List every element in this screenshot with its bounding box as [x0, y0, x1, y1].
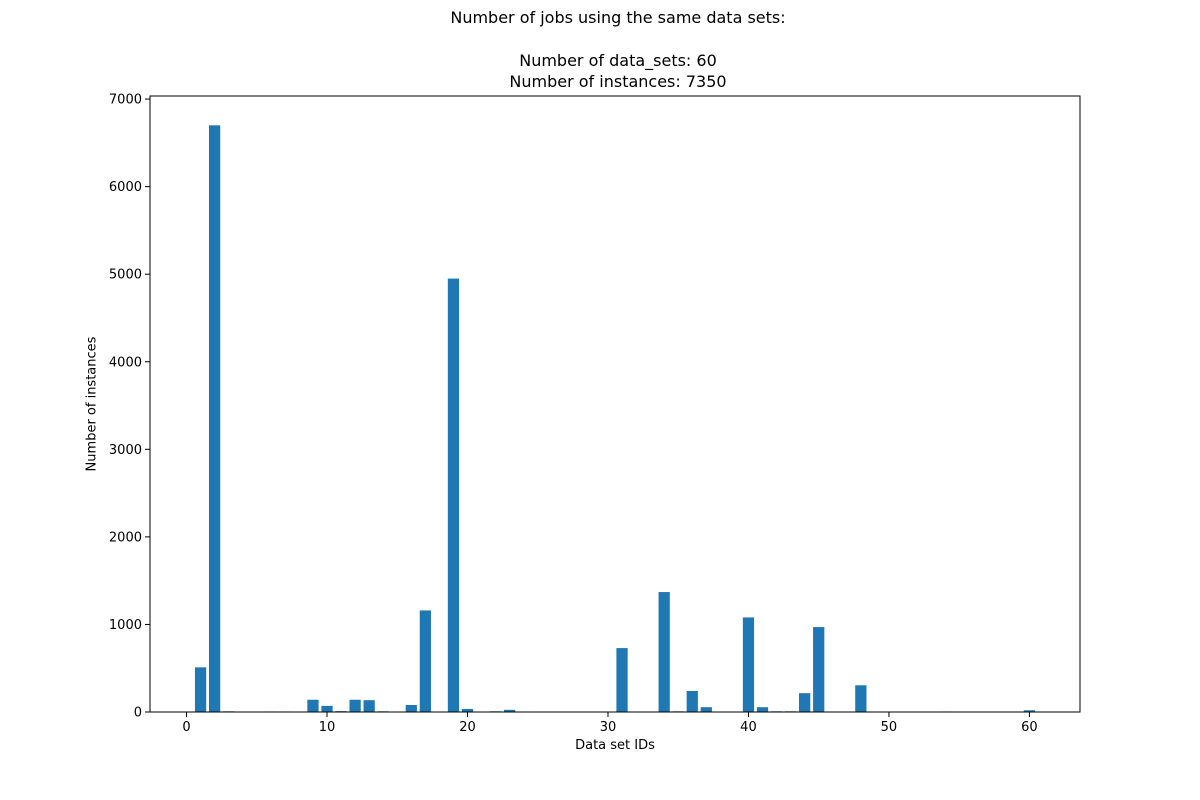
x-tick-label: 10	[319, 720, 336, 735]
x-tick-label: 40	[740, 720, 757, 735]
x-tick-label: 20	[459, 720, 476, 735]
bar-45	[813, 627, 825, 712]
bar-41	[756, 707, 769, 712]
chart-title: Number of jobs using the same data sets:	[450, 8, 786, 27]
bar-17	[419, 610, 431, 712]
bar-2	[209, 125, 221, 712]
bar-9	[307, 699, 319, 712]
x-axis-label: Data set IDs	[575, 738, 655, 753]
bar-40	[742, 617, 755, 712]
y-tick-label: 7000	[109, 93, 142, 108]
y-tick-label: 6000	[109, 180, 142, 195]
y-tick-label: 1000	[109, 618, 142, 633]
bars-group	[194, 125, 1036, 713]
y-tick-label: 4000	[109, 355, 142, 370]
bar-44	[799, 693, 811, 712]
bar-12	[349, 699, 361, 712]
x-axis-ticks: 0 10 20 30 40 50 60	[182, 712, 1038, 735]
bar-10	[321, 705, 333, 712]
x-tick-label: 50	[881, 720, 898, 735]
bar-37	[700, 707, 712, 712]
bar-48	[855, 685, 867, 712]
plot-frame	[149, 95, 1081, 713]
y-tick-label: 0	[134, 706, 142, 721]
bar-20	[461, 708, 474, 712]
x-tick-label: 0	[182, 720, 190, 735]
y-axis-label: Number of instances	[84, 336, 100, 472]
y-tick-label: 2000	[109, 530, 142, 545]
bar-36	[686, 690, 698, 712]
y-tick-label: 3000	[109, 443, 142, 458]
bar-19	[447, 278, 460, 712]
bar-34	[658, 592, 670, 712]
y-axis-ticks: 0 1000 2000 3000 4000 5000 6000 7000	[109, 93, 150, 721]
bar-13	[363, 700, 375, 712]
chart-subtitle-data-sets: Number of data_sets: 60	[519, 51, 717, 70]
chart-subtitle-instances: Number of instances: 7350	[509, 72, 727, 91]
x-tick-label: 30	[600, 720, 617, 735]
bar-16	[405, 705, 417, 712]
y-tick-label: 5000	[109, 268, 142, 283]
bar-60	[1023, 710, 1036, 712]
x-tick-label: 60	[1021, 720, 1038, 735]
bar-1	[194, 667, 207, 712]
bar-23	[504, 709, 516, 712]
bar-31	[616, 648, 628, 712]
